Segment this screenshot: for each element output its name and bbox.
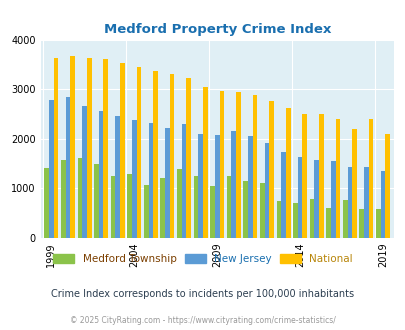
Bar [226,176,231,238]
Bar [210,185,214,238]
Bar [160,178,165,238]
Bar [98,111,103,238]
Bar [269,101,273,238]
Bar [363,167,368,238]
Bar [358,209,363,238]
Bar [120,63,124,238]
Bar [285,108,290,238]
Legend: Medford Township, New Jersey, National: Medford Township, New Jersey, National [49,249,356,268]
Bar [53,58,58,238]
Bar [49,100,53,238]
Bar [347,167,351,238]
Bar [193,176,198,238]
Bar [115,116,120,238]
Bar [302,114,306,238]
Bar [165,128,169,238]
Bar [292,203,297,238]
Bar [384,134,389,238]
Bar [70,56,75,238]
Bar [153,71,158,238]
Bar [380,171,384,238]
Bar [82,106,87,238]
Bar [103,59,108,238]
Bar [231,131,236,238]
Bar [351,129,356,238]
Bar [132,120,136,238]
Text: Crime Index corresponds to incidents per 100,000 inhabitants: Crime Index corresponds to incidents per… [51,289,354,299]
Bar [252,95,257,238]
Bar [214,135,219,238]
Bar [181,124,186,238]
Title: Medford Property Crime Index: Medford Property Crime Index [103,23,330,36]
Bar [309,199,313,238]
Bar [259,183,264,238]
Bar [318,115,323,238]
Bar [326,209,330,238]
Bar [281,152,285,238]
Bar [61,160,66,238]
Bar [243,181,247,238]
Bar [127,174,132,238]
Bar [111,176,115,238]
Bar [94,164,98,238]
Bar [276,201,281,238]
Bar [297,157,302,238]
Bar [44,168,49,238]
Bar [136,67,141,238]
Bar [148,123,153,238]
Bar [247,136,252,238]
Bar [169,74,174,238]
Bar [143,185,148,238]
Bar [87,58,91,238]
Bar [236,92,240,238]
Bar [66,97,70,238]
Bar [264,143,269,238]
Bar [342,200,347,238]
Bar [375,209,380,238]
Bar [202,86,207,238]
Bar [177,169,181,238]
Bar [77,158,82,238]
Bar [219,91,224,238]
Text: © 2025 CityRating.com - https://www.cityrating.com/crime-statistics/: © 2025 CityRating.com - https://www.city… [70,316,335,325]
Bar [313,160,318,238]
Bar [198,134,202,238]
Bar [186,78,190,238]
Bar [330,161,335,238]
Bar [368,119,373,238]
Bar [335,119,339,238]
